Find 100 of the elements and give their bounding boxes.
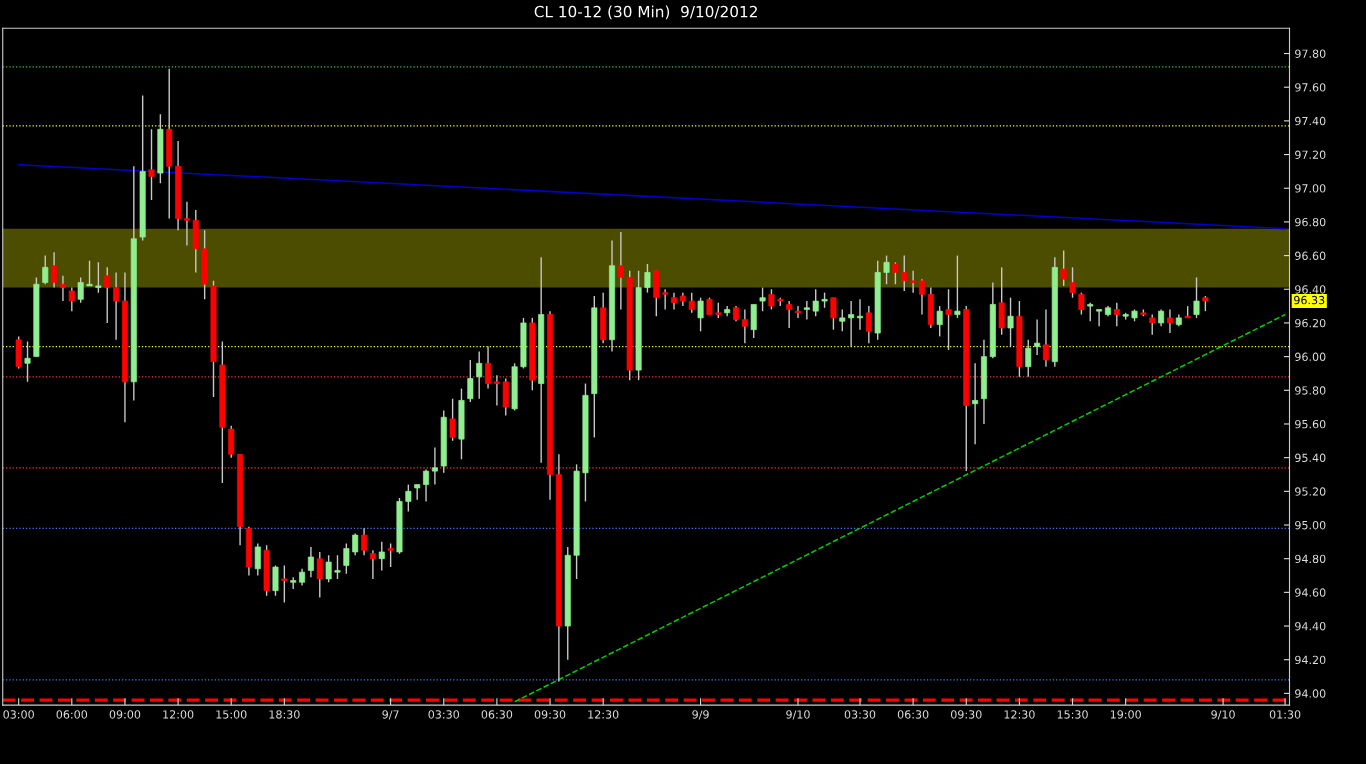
y-tick-label: 95.00 (1295, 520, 1326, 530)
candlestick (77, 276, 84, 304)
candlestick (423, 468, 430, 503)
x-tick-label: 03:30 (844, 710, 876, 719)
candlestick (449, 398, 456, 442)
candlestick (786, 300, 793, 329)
candlestick (883, 254, 890, 285)
candlestick (892, 261, 899, 285)
candlestick (1087, 302, 1094, 322)
candlestick (1078, 291, 1085, 316)
candlestick (378, 541, 385, 572)
candlestick (485, 345, 492, 390)
candlestick (945, 288, 952, 351)
candlestick (901, 254, 908, 292)
y-tick-label: 95.60 (1295, 419, 1326, 429)
candlestick (59, 275, 66, 302)
y-tick-label: 97.60 (1295, 83, 1326, 92)
x-tick-label: 03:00 (3, 710, 34, 719)
candlestick (617, 231, 624, 311)
candlestick (68, 286, 75, 312)
y-tick-label: 94.60 (1295, 588, 1326, 597)
candlestick (334, 554, 341, 580)
candlestick (405, 483, 412, 513)
chart-title: CL 10-12 (30 Min) 9/10/2012 (534, 5, 757, 20)
x-tick-label: 01:30 (1269, 710, 1301, 719)
x-tick-label: 19:00 (1110, 710, 1141, 719)
y-tick-label: 96.80 (1295, 217, 1326, 227)
candlestick (1042, 308, 1049, 368)
y-tick-label: 96.20 (1295, 318, 1326, 328)
y-tick-label: 97.40 (1295, 116, 1326, 126)
candlestick (325, 554, 332, 583)
candlestick (972, 362, 979, 445)
candlestick (759, 286, 766, 312)
candlestick (865, 305, 872, 344)
candlestick (918, 278, 925, 316)
candlestick (387, 542, 394, 568)
x-tick-label: 09:30 (950, 710, 982, 719)
candlestick (688, 291, 695, 314)
candlestick (1069, 266, 1076, 299)
y-tick-label: 97.20 (1295, 150, 1326, 159)
candlestick (741, 308, 748, 344)
candlestick (910, 270, 917, 294)
y-tick-label: 95.80 (1295, 386, 1326, 395)
y-tick-label: 94.80 (1295, 554, 1326, 564)
x-tick-label: 06:30 (481, 710, 513, 719)
candlestick (42, 254, 49, 285)
candlestick (697, 296, 704, 333)
candlestick (644, 263, 651, 294)
y-tick-label: 95.40 (1295, 453, 1326, 463)
candlestick (476, 350, 483, 400)
y-tick-label: 97.80 (1295, 49, 1326, 58)
x-tick-label: 9/7 (382, 710, 399, 720)
x-tick-label: 09:00 (109, 710, 141, 719)
candlestick (352, 532, 359, 557)
candlestick (1096, 308, 1103, 328)
candlestick (343, 542, 350, 575)
candlestick (281, 564, 288, 604)
y-tick-label: 96.00 (1295, 352, 1326, 361)
candlestick (1007, 296, 1014, 348)
candlestick (307, 546, 314, 578)
y-tick-label: 94.00 (1295, 689, 1326, 698)
x-tick-label: 15:00 (216, 710, 247, 719)
y-tick-label: 94.20 (1295, 655, 1326, 665)
candlestick (1025, 339, 1032, 378)
candlestick (361, 527, 368, 557)
candlestick (104, 266, 111, 324)
x-tick-label: 06:00 (56, 710, 88, 719)
candlestick (467, 359, 474, 403)
candlestick (493, 374, 500, 407)
candlestick (1113, 302, 1120, 328)
y-tick-label: 96.60 (1295, 251, 1326, 260)
x-tick-label: 06:30 (897, 710, 929, 719)
x-tick-label: 12:30 (1004, 710, 1035, 719)
candlestick (254, 542, 261, 577)
candlestick (803, 300, 810, 321)
x-tick-label: 9/9 (692, 710, 709, 720)
candlestick (839, 308, 846, 333)
candlestick (95, 261, 102, 294)
annotation: 96.33 (1294, 295, 1325, 305)
candlestick (414, 483, 421, 501)
x-tick-label: 03:30 (428, 710, 460, 719)
candlestick (1060, 249, 1067, 287)
candlestick (272, 564, 279, 597)
x-tick-label: 12:00 (163, 710, 194, 719)
y-tick-label: 97.00 (1295, 184, 1326, 193)
candlestick (24, 340, 31, 383)
candlestick (183, 201, 190, 247)
x-tick-label: 09:30 (534, 710, 566, 719)
x-tick-label: 9/10 (786, 710, 810, 720)
candlestick (856, 298, 863, 331)
candlestick (954, 254, 961, 319)
candlestick (51, 251, 58, 289)
candlestick (86, 259, 93, 287)
candlestick (848, 300, 855, 348)
candlestick (1166, 308, 1173, 334)
x-tick-label: 12:30 (588, 710, 619, 719)
candlestick (936, 305, 943, 338)
x-tick-label: 15:30 (1057, 710, 1088, 719)
y-tick-label: 96.40 (1295, 285, 1326, 294)
candlestick (768, 288, 775, 311)
